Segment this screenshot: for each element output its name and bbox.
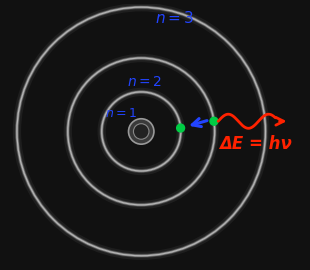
Circle shape [177, 124, 184, 132]
Text: ΔE = hν: ΔE = hν [219, 135, 292, 153]
Text: $n = 1$: $n = 1$ [104, 107, 136, 120]
Circle shape [133, 124, 149, 139]
Circle shape [129, 119, 154, 144]
Text: $n = 3$: $n = 3$ [155, 9, 194, 26]
Circle shape [210, 117, 218, 125]
Text: $n = 2$: $n = 2$ [127, 75, 162, 89]
